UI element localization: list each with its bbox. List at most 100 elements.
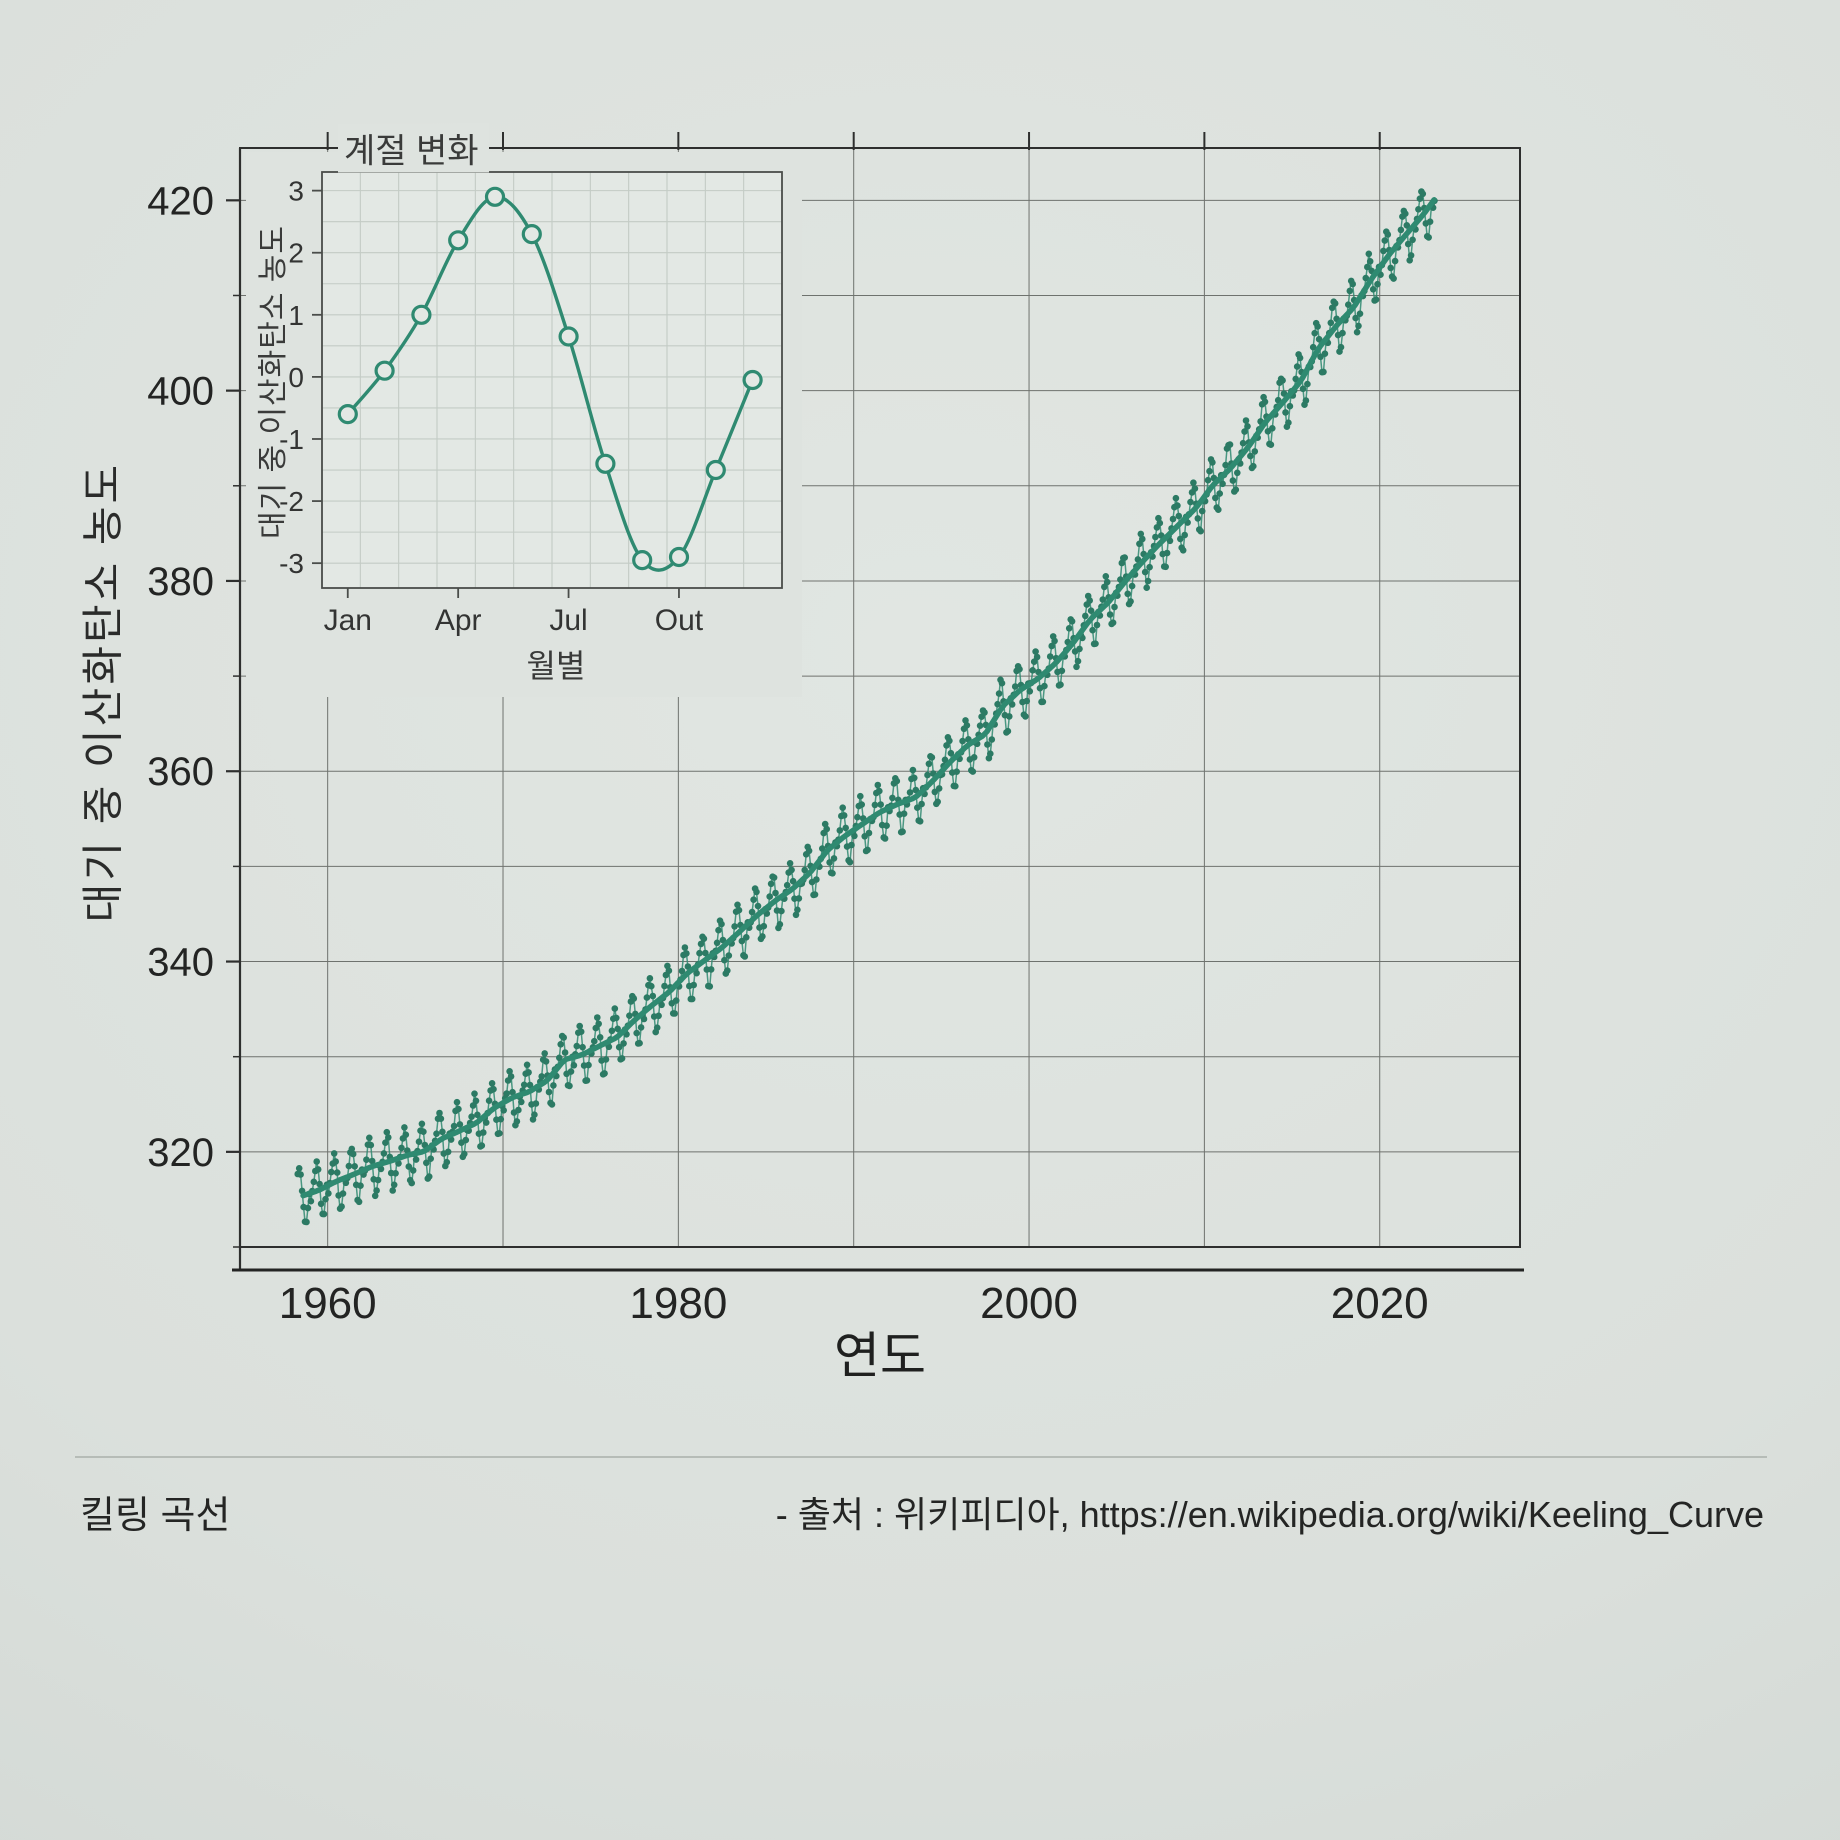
tick-label: Out xyxy=(655,604,704,637)
monthly-dot xyxy=(383,1128,391,1136)
monthly-dot xyxy=(520,1081,528,1089)
monthly-dot xyxy=(1026,688,1034,695)
monthly-dot xyxy=(1041,682,1048,690)
tick-label: 2020 xyxy=(1331,1279,1429,1328)
tick-label: 1 xyxy=(288,300,304,331)
monthly-dot xyxy=(1234,469,1241,477)
monthly-dot xyxy=(823,825,830,833)
monthly-dot xyxy=(560,1034,567,1041)
monthly-dot xyxy=(819,845,826,852)
monthly-dot xyxy=(1403,222,1411,229)
monthly-dot xyxy=(1380,247,1387,255)
monthly-dot xyxy=(1356,310,1364,318)
monthly-dot xyxy=(1089,626,1096,634)
monthly-dot xyxy=(830,855,838,862)
monthly-dot xyxy=(1194,515,1202,522)
monthly-dot xyxy=(811,891,819,898)
monthly-dot xyxy=(851,832,858,840)
monthly-dot xyxy=(412,1156,420,1163)
monthly-dot xyxy=(366,1134,373,1142)
monthly-dot xyxy=(836,827,844,834)
monthly-dot xyxy=(941,756,949,764)
monthly-dot xyxy=(433,1130,440,1137)
monthly-dot xyxy=(357,1182,364,1189)
monthly-dot xyxy=(778,907,785,915)
monthly-dot xyxy=(1087,607,1095,614)
main-y-axis-label: 대기 중 이산화탄소 농도 xyxy=(79,461,127,923)
monthly-dot xyxy=(1296,354,1304,362)
monthly-dot xyxy=(596,1034,604,1041)
monthly-dot xyxy=(506,1068,513,1075)
monthly-dot xyxy=(374,1176,382,1184)
monthly-dot xyxy=(583,1077,591,1084)
monthly-dot xyxy=(405,1163,413,1170)
monthly-dot xyxy=(488,1080,496,1087)
tick-label: -2 xyxy=(279,486,304,517)
monthly-dot xyxy=(545,1088,553,1096)
monthly-dot xyxy=(1282,409,1289,416)
monthly-dot xyxy=(1197,527,1204,535)
monthly-dot xyxy=(653,1024,661,1031)
monthly-dot xyxy=(385,1134,392,1141)
monthly-dot xyxy=(788,866,795,874)
monthly-dot xyxy=(523,1061,531,1069)
monthly-dot xyxy=(373,1187,380,1194)
monthly-dot xyxy=(313,1158,321,1165)
monthly-dot xyxy=(515,1106,522,1114)
monthly-dot xyxy=(1106,611,1114,618)
monthly-dot xyxy=(526,1081,534,1089)
monthly-dot xyxy=(585,1061,592,1069)
monthly-dot xyxy=(946,737,953,745)
monthly-dot xyxy=(988,736,996,743)
monthly-dot xyxy=(760,922,768,930)
monthly-dot xyxy=(994,700,1001,708)
monthly-dot xyxy=(770,874,778,881)
monthly-dot xyxy=(1331,300,1339,307)
monthly-dot xyxy=(640,1015,648,1023)
monthly-dot xyxy=(482,1119,490,1126)
monthly-dot xyxy=(1065,625,1073,632)
monthly-dot xyxy=(1103,578,1111,586)
monthly-dot xyxy=(1397,226,1405,234)
monthly-dot xyxy=(1102,573,1110,580)
monthly-dot xyxy=(395,1160,402,1167)
monthly-dot xyxy=(1204,476,1212,484)
monthly-dot xyxy=(1219,480,1226,488)
monthly-dot xyxy=(1250,462,1257,470)
monthly-dot xyxy=(1261,398,1269,406)
seasonal-point xyxy=(411,304,432,325)
monthly-dot xyxy=(425,1173,433,1180)
monthly-dot xyxy=(734,901,741,909)
monthly-dot xyxy=(1353,328,1361,336)
monthly-dot xyxy=(591,1037,598,1045)
monthly-dot xyxy=(577,1028,585,1035)
monthly-dot xyxy=(455,1105,462,1113)
monthly-dot xyxy=(500,1107,508,1114)
monthly-dot xyxy=(1006,713,1013,720)
monthly-dot xyxy=(1073,663,1080,671)
seasonal-point xyxy=(705,459,726,481)
monthly-dot xyxy=(1156,519,1164,527)
monthly-dot xyxy=(963,722,971,729)
monthly-dot xyxy=(317,1200,325,1208)
seasonal-point xyxy=(521,224,542,245)
monthly-dot xyxy=(567,1068,575,1075)
monthly-dot xyxy=(566,1082,573,1090)
monthly-dot xyxy=(707,966,715,973)
seasonal-inset: -3 -2 -1 0 1 2 3 Jan Apr Jul Out xyxy=(246,152,802,697)
monthly-dot xyxy=(959,737,966,745)
tick-label: 3 xyxy=(288,176,304,207)
monthly-dot xyxy=(613,1014,620,1022)
monthly-dot xyxy=(1384,231,1392,238)
monthly-dot xyxy=(436,1109,443,1117)
tick-label: 0 xyxy=(288,362,304,393)
monthly-dot xyxy=(1215,506,1222,513)
tick-label: 320 xyxy=(147,1131,214,1175)
monthly-dot xyxy=(472,1097,480,1105)
monthly-dot xyxy=(1404,240,1412,248)
monthly-dot xyxy=(1345,301,1352,309)
monthly-dot xyxy=(1279,377,1286,384)
monthly-dot xyxy=(995,690,1003,697)
monthly-dot xyxy=(998,679,1006,687)
footer-divider xyxy=(75,1456,1767,1458)
